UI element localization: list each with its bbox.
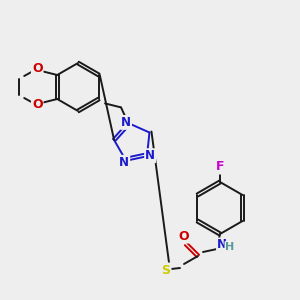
Text: H: H <box>225 242 235 252</box>
Text: S: S <box>161 263 170 277</box>
Text: N: N <box>217 238 227 251</box>
Text: F: F <box>216 160 224 173</box>
Text: N: N <box>119 156 129 169</box>
Text: O: O <box>179 230 189 242</box>
Text: O: O <box>32 62 43 76</box>
Text: N: N <box>145 149 155 162</box>
Text: N: N <box>121 116 131 129</box>
Text: O: O <box>32 98 43 112</box>
